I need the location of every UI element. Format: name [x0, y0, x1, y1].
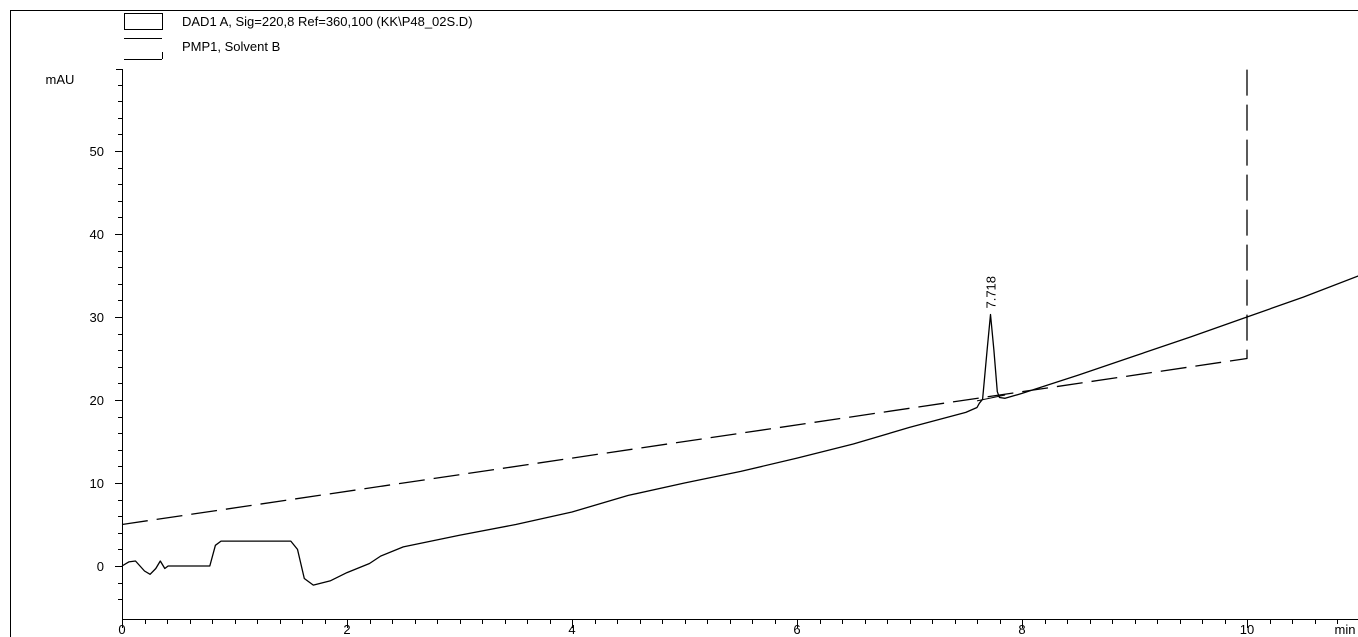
y-tick-label: 50 [90, 144, 104, 159]
legend-swatch-pmp1 [124, 38, 163, 60]
x-tick-label: 6 [793, 622, 800, 637]
y-tick-label: 0 [97, 559, 104, 574]
series-line-pmp1-solvent-b [121, 68, 1248, 526]
y-tick-label: 30 [90, 310, 104, 325]
x-tick-label: 4 [568, 622, 575, 637]
y-axis-label: mAU [46, 72, 75, 87]
legend-label-pmp1: PMP1, Solvent B [182, 39, 280, 54]
x-tick-label: 2 [343, 622, 350, 637]
plot-area: 7.718 [121, 68, 1358, 586]
x-tick-label: 10 [1240, 622, 1254, 637]
peak-integration-baseline [976, 394, 1006, 402]
x-tick-label: 8 [1018, 622, 1025, 637]
y-axis: 0 10 20 30 40 50 [90, 69, 123, 620]
chart-border [10, 10, 1358, 637]
legend: DAD1 A, Sig=220,8 Ref=360,100 (KK\P48_02… [124, 13, 473, 60]
peak-label: 7.718 [983, 276, 998, 309]
y-tick-label: 10 [90, 476, 104, 491]
x-tick-label: 0 [118, 622, 125, 637]
series-line-dad1-signal [121, 275, 1358, 586]
y-tick-label: 40 [90, 227, 104, 242]
x-axis: 0 2 4 6 8 10 [118, 619, 1358, 637]
y-tick-label: 20 [90, 393, 104, 408]
x-axis-label: min [1335, 622, 1356, 637]
legend-label-dad1: DAD1 A, Sig=220,8 Ref=360,100 (KK\P48_02… [182, 14, 473, 29]
legend-swatch-dad1 [124, 13, 163, 30]
